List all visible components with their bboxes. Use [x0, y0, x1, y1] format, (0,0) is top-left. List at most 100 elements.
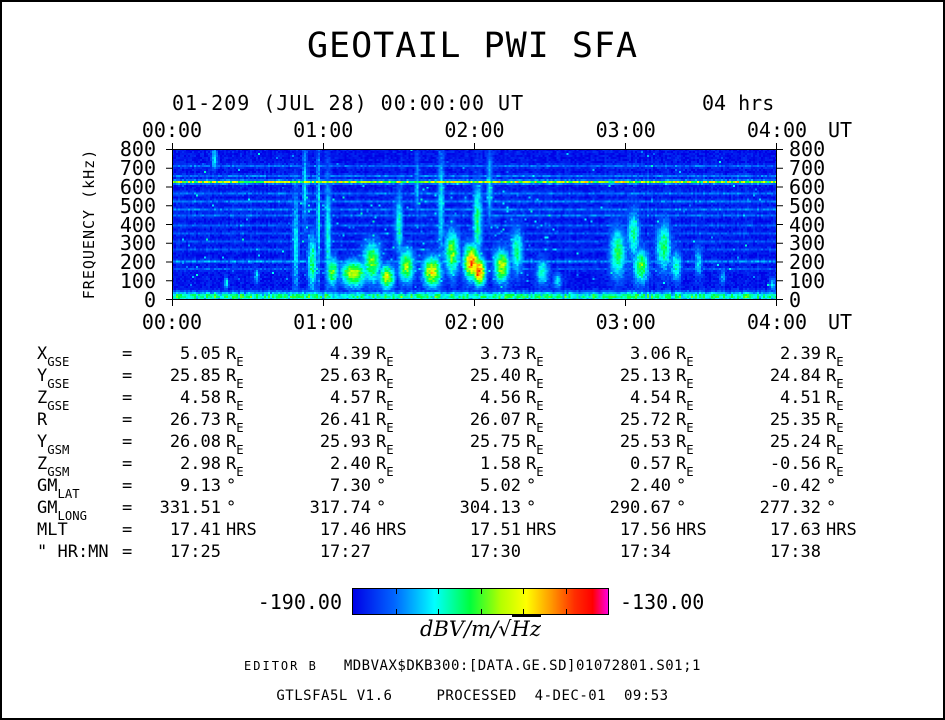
- ephemeris-unit: RE: [226, 366, 244, 392]
- time-tick-label: 00:00: [141, 118, 203, 142]
- ephemeris-value-cell: 17.51 HRS: [404, 519, 557, 541]
- ephemeris-value: 17.63: [769, 520, 821, 540]
- ephemeris-value: 5.02: [480, 476, 521, 496]
- file-path-label: MDBVAX$DKB300:[DATA.GE.SD]01072801.S01;1: [343, 658, 701, 674]
- ephemeris-unit: RE: [376, 366, 394, 392]
- ephemeris-row-label: MLT: [37, 520, 68, 540]
- ephemeris-value-cell: 317.74 °: [254, 497, 404, 519]
- time-tick-label: 00:00: [141, 310, 203, 334]
- equals-sign: =: [122, 366, 133, 386]
- ephemeris-value: 3.06: [630, 344, 671, 364]
- ephemeris-value-cell: 2.39 RE: [704, 343, 854, 370]
- ephemeris-value: 17:27: [319, 542, 371, 562]
- ephemeris-value: 17:25: [169, 542, 221, 562]
- ephemeris-value: 17.51: [469, 520, 521, 540]
- page-title: GEOTAIL PWI SFA: [306, 26, 639, 66]
- time-tick-label: 01:00: [293, 118, 354, 142]
- ephemeris-value: 2.40: [330, 454, 371, 474]
- colorbar-tick: [565, 589, 567, 594]
- ephemeris-value: 17.46: [319, 520, 371, 540]
- ephemeris-value-cell: 25.93 RE: [254, 431, 404, 458]
- ephemeris-value-cell: 25.72 RE: [554, 409, 704, 436]
- ephemeris-value-cell: 4.54 RE: [554, 387, 704, 414]
- ephemeris-value: 25.85: [169, 366, 221, 386]
- ephemeris-unit: RE: [526, 344, 544, 370]
- ephemeris-row: GMLAT = 9.13 ° 7.30 ° 5.02 ° 2.40 ° -0.42 °: [37, 475, 854, 502]
- freq-tick-label: 700: [789, 155, 826, 180]
- ephemeris-unit: RE: [226, 410, 244, 436]
- ephemeris-value: 26.08: [169, 432, 221, 452]
- ephemeris-unit: RE: [376, 454, 394, 480]
- ephemeris-unit: [821, 541, 854, 563]
- ephemeris-unit: RE: [376, 410, 394, 436]
- time-tick-label: 03:00: [595, 310, 656, 334]
- date-label: 01-209 (JUL 28) 00:00:00 UT: [172, 91, 525, 115]
- ephemeris-value: 9.13: [180, 476, 221, 496]
- freq-tick-label: 500: [119, 193, 156, 218]
- sqrt-argument: Hz: [511, 615, 541, 641]
- ephemeris-value: 4.58: [180, 388, 221, 408]
- ephemeris-value: 2.39: [780, 344, 821, 364]
- time-unit-label-bottom: UT: [828, 310, 853, 334]
- ephemeris-value: 4.56: [480, 388, 521, 408]
- ephemeris-unit: [521, 541, 554, 563]
- ephemeris-value: 25.63: [319, 366, 371, 386]
- ephemeris-value: 25.40: [469, 366, 521, 386]
- footer-process-line: GTLSFA5L V1.6 PROCESSED 4-DEC-01 09:53: [2, 688, 943, 704]
- time-tick-label: 04:00: [746, 310, 808, 334]
- ephemeris-row-label: YGSE: [37, 366, 70, 392]
- ephemeris-unit: RE: [676, 410, 694, 436]
- freq-tick-label: 400: [789, 212, 826, 237]
- ephemeris-value: 317.74: [309, 498, 371, 518]
- ephemeris-value-cell: 290.67 °: [554, 497, 704, 519]
- ephemeris-unit: °: [526, 498, 537, 518]
- colorbar-tick: [395, 589, 397, 594]
- ephemeris-value: 7.30: [330, 476, 371, 496]
- ephemeris-value: 25.93: [319, 432, 371, 452]
- equals-sign: =: [122, 520, 133, 540]
- ephemeris-value-cell: 17:38: [704, 541, 854, 563]
- spectrogram-canvas: [172, 149, 777, 300]
- ephemeris-value-cell: 24.84 RE: [704, 365, 854, 391]
- ephemeris-row: YGSM = 26.08 RE 25.93 RE 25.75 RE 25.53 RE 25.24 RE: [37, 431, 854, 458]
- ephemeris-unit: [371, 541, 404, 563]
- ephemeris-unit: RE: [676, 366, 694, 392]
- ephemeris-value: 17.41: [169, 520, 221, 540]
- ephemeris-value-cell: 17:34: [554, 541, 704, 563]
- freq-tick-label: 500: [789, 193, 826, 218]
- ephemeris-value: 25.53: [619, 432, 671, 452]
- ephemeris-unit: RE: [376, 432, 394, 458]
- ephemeris-unit: HRS: [826, 520, 857, 540]
- ephemeris-value-cell: 2.40 RE: [254, 453, 404, 480]
- ephemeris-unit: RE: [526, 366, 544, 392]
- ephemeris-value: 26.73: [169, 410, 221, 430]
- ephemeris-unit: RE: [826, 344, 844, 370]
- ephemeris-value-cell: 0.57 RE: [554, 453, 704, 479]
- ephemeris-row: XGSE = 5.05 RE 4.39 RE 3.73 RE 3.06 RE 2.39 RE: [37, 343, 854, 370]
- processed-date-label: PROCESSED 4-DEC-01 09:53: [436, 688, 669, 704]
- ephemeris-row-label: R: [37, 410, 48, 430]
- ephemeris-value-cell: 17.56 HRS: [554, 519, 707, 541]
- ephemeris-row: ZGSM = 2.98 RE 2.40 RE 1.58 RE 0.57 RE -0.56 RE: [37, 453, 854, 480]
- ephemeris-value-cell: -0.42 °: [704, 475, 854, 497]
- ephemeris-value: 25.35: [769, 410, 821, 430]
- freq-tick-label: 800: [119, 137, 156, 161]
- ephemeris-value-cell: 17.63 HRS: [704, 519, 857, 541]
- freq-tick-label: 800: [789, 137, 826, 161]
- ephemeris-unit: RE: [676, 388, 694, 414]
- ephemeris-unit: °: [526, 476, 537, 496]
- ephemeris-unit: RE: [376, 344, 394, 370]
- ephemeris-value-cell: 2.98 RE: [150, 453, 254, 479]
- ephemeris-value-cell: 25.85 RE: [150, 365, 254, 392]
- ephemeris-value: 26.07: [469, 410, 521, 430]
- ephemeris-unit: HRS: [526, 520, 557, 540]
- time-tick-label: 03:00: [595, 118, 656, 142]
- ephemeris-unit: RE: [826, 454, 844, 480]
- time-tick-label: 01:00: [293, 310, 354, 334]
- ephemeris-unit: RE: [826, 410, 844, 436]
- equals-sign: =: [122, 498, 133, 518]
- ephemeris-value: 25.75: [469, 432, 521, 452]
- ephemeris-row-label: GMLAT: [37, 476, 80, 502]
- ephemeris-unit: RE: [526, 410, 544, 436]
- ephemeris-value-cell: 26.41 RE: [254, 409, 404, 436]
